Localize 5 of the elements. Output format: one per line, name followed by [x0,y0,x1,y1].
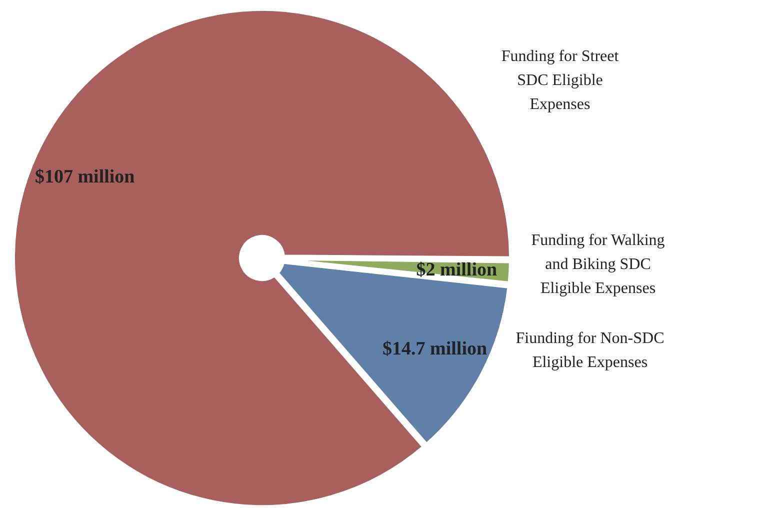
slice-label: Fiunding for Non-SDC Eligible Expenses [516,330,664,371]
slice-label: Funding for Walking and Biking SDC Eligible Expenses [531,232,665,297]
slice-label: Funding for Street SDC Eligible Expenses [501,48,620,113]
data-label: $107 million [34,166,136,188]
data-label: $14.7 million [382,338,488,360]
